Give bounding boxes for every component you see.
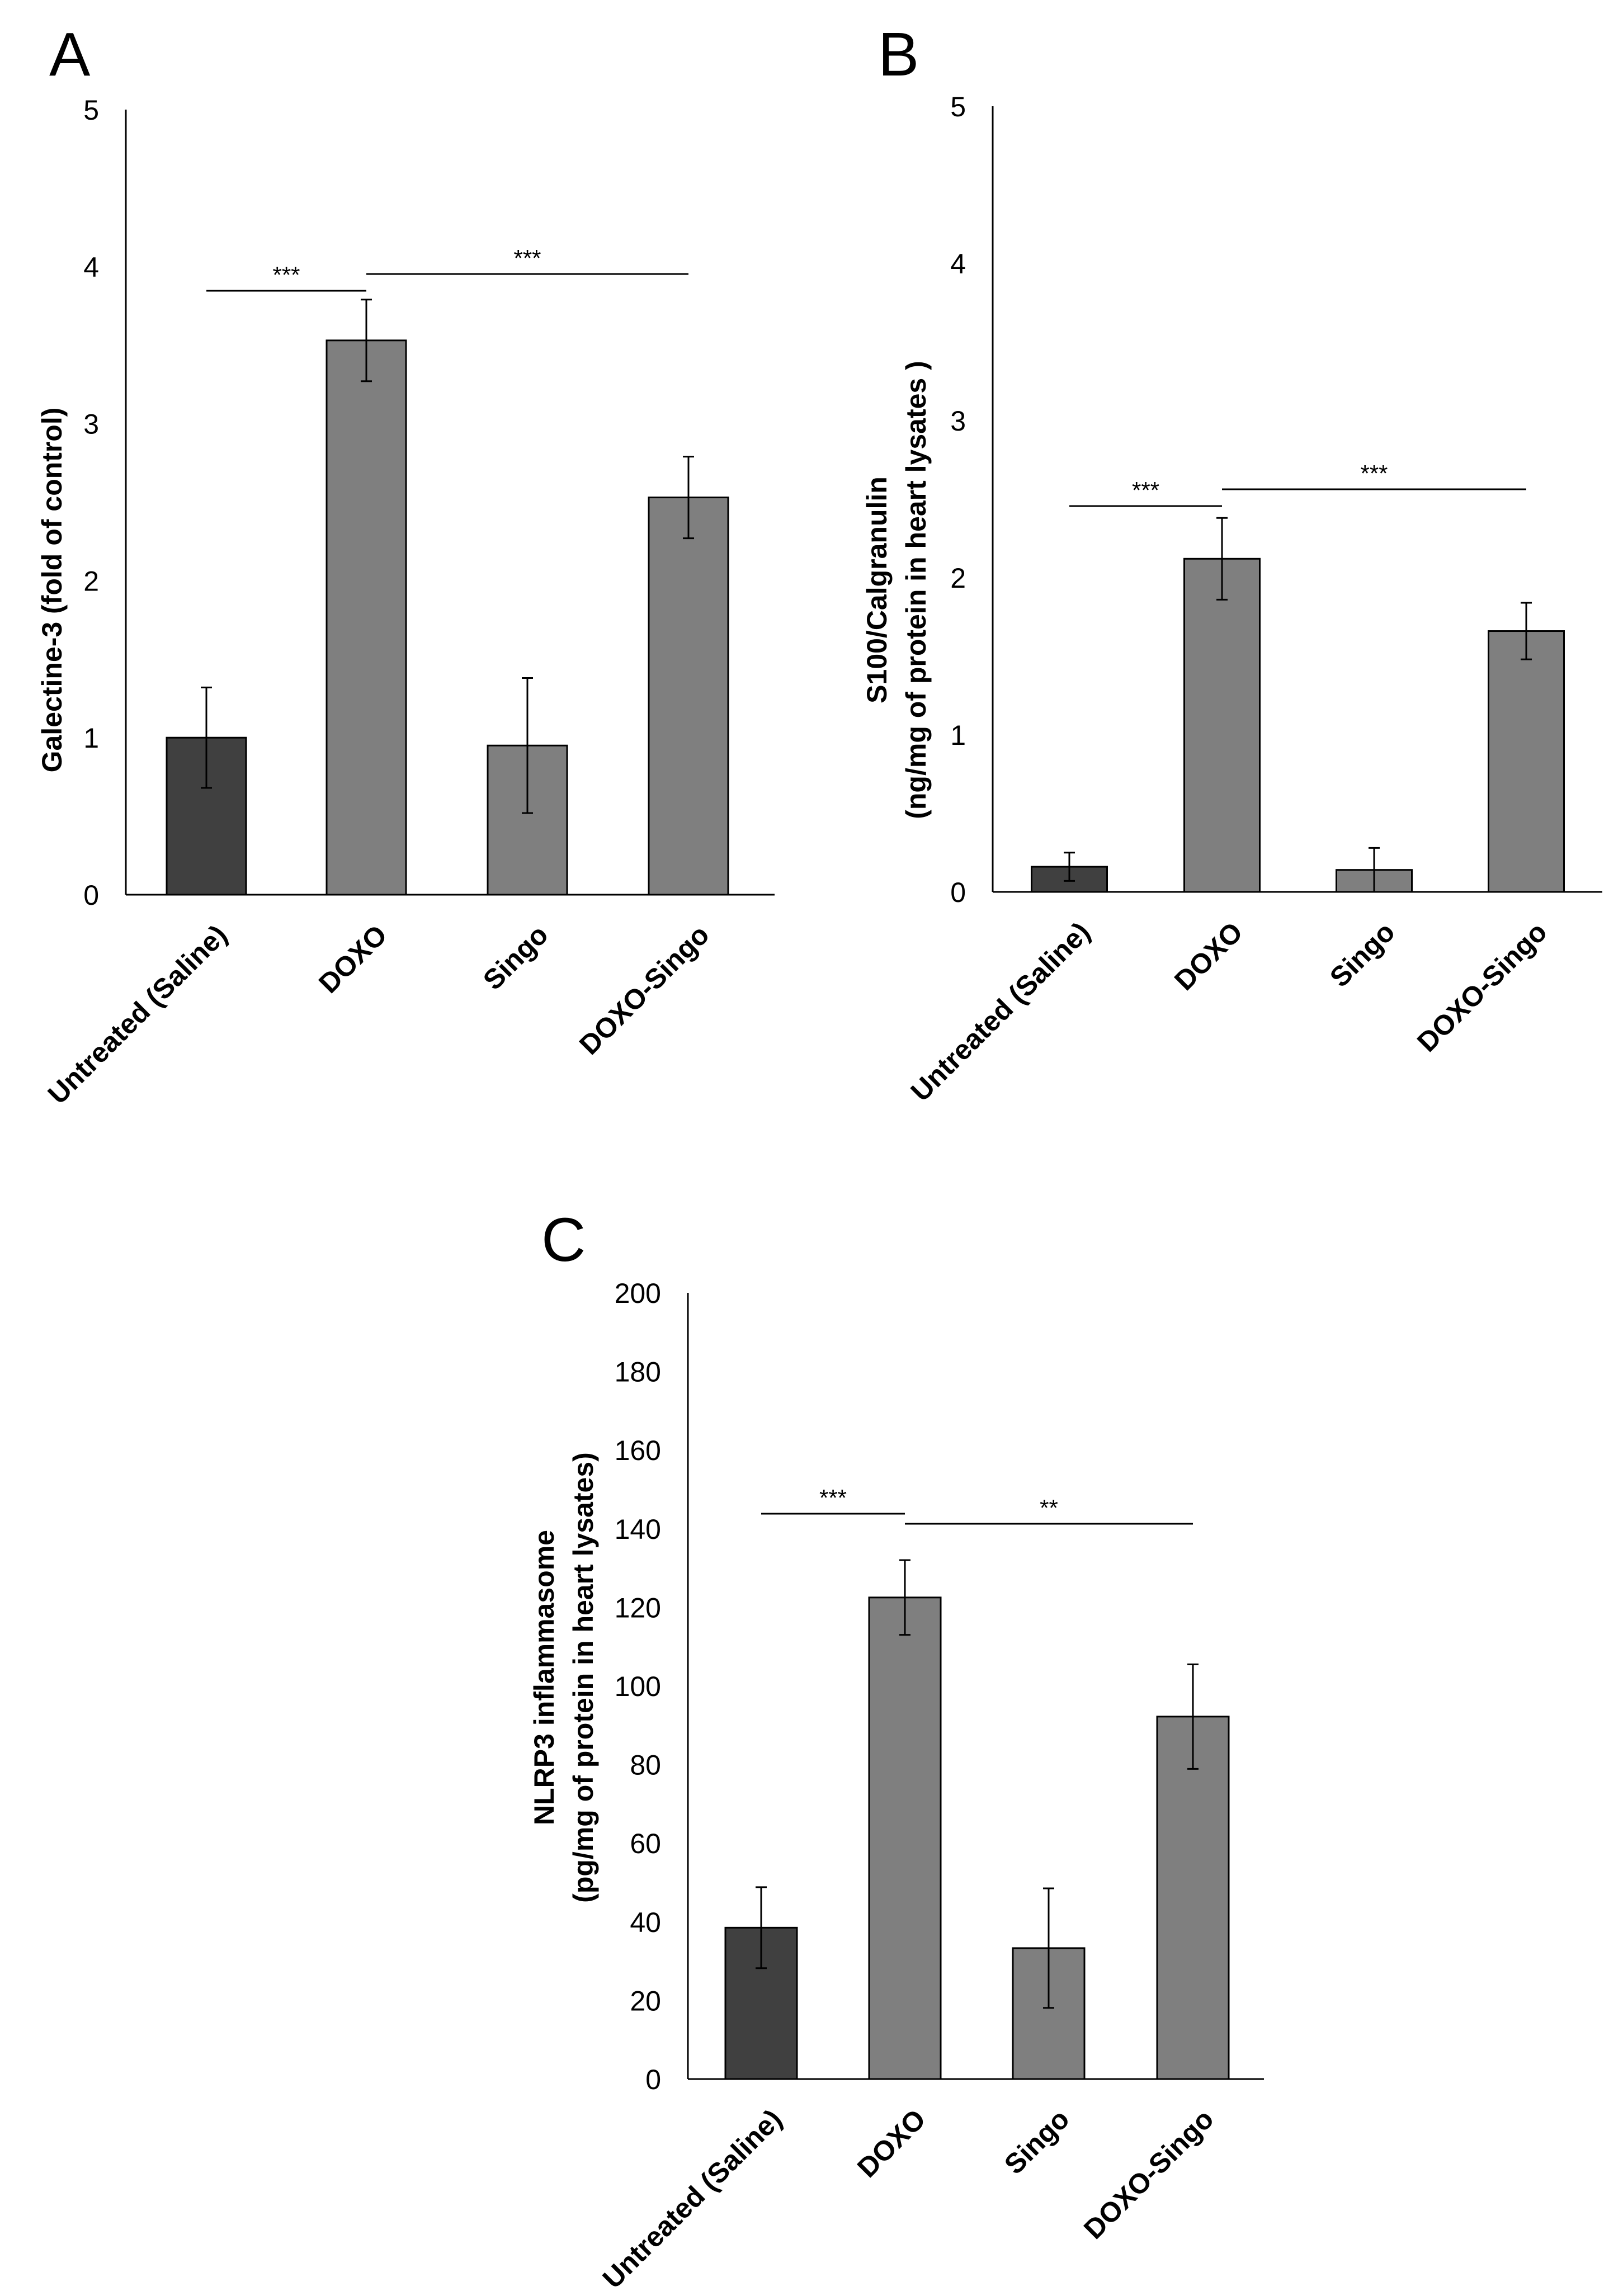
panel-b-letter: B — [878, 20, 919, 89]
panel-b-y-tick-label: 2 — [950, 563, 966, 594]
panel-b-significance-label: *** — [1360, 460, 1388, 486]
panel-c-bar — [1156, 1716, 1230, 2080]
panel-a-y-tick-label: 3 — [83, 409, 99, 440]
panel-c-y-tick-label: 120 — [615, 1592, 661, 1623]
panel-c-y-tick-label: 200 — [615, 1278, 661, 1309]
panel-c-bar — [868, 1596, 942, 2080]
panel-a-y-axis-label: Galectine-3 (fold of control) — [36, 408, 68, 773]
panel-c-y-tick-label: 60 — [630, 1828, 661, 1859]
panel-c-significance-label: ** — [1040, 1495, 1058, 1521]
panel-b-y-tick-label: 0 — [950, 877, 966, 908]
panel-b-y-label-line-1: S100/Calgranulin — [861, 476, 893, 703]
panel-c-y-axis-label: NLRP3 inflammasome (pg/mg of protein in … — [529, 1452, 599, 1903]
panel-a-letter: A — [49, 20, 91, 89]
panel-a-y-label-line-1: Galectine-3 (fold of control) — [36, 408, 68, 773]
panel-c-y-tick-label: 100 — [615, 1671, 661, 1702]
panel-c-letter: C — [541, 1206, 586, 1274]
panel-b-bar — [1488, 630, 1565, 893]
panel-b-y-tick-label: 1 — [950, 720, 966, 751]
panel-b-y-tick-label: 4 — [950, 248, 966, 280]
panel-c-y-tick-label: 140 — [615, 1514, 661, 1545]
panel-c-y-tick-label: 80 — [630, 1750, 661, 1781]
panel-b-y-tick-label: 5 — [950, 91, 966, 122]
panel-c-y-tick-label: 0 — [645, 2064, 661, 2095]
panel-c-y-tick-label: 40 — [630, 1907, 661, 1938]
panel-c-significance-label: *** — [819, 1485, 847, 1511]
panel-c-y-label-line-1: NLRP3 inflammasome — [529, 1530, 560, 1825]
panel-a-y-tick-label: 1 — [83, 722, 99, 754]
panel-a-y-tick-label: 5 — [83, 95, 99, 126]
panel-b-bar — [1183, 558, 1261, 893]
panel-a-significance-label: *** — [513, 245, 541, 271]
panel-c-y-tick-label: 20 — [630, 1985, 661, 2016]
panel-b-y-axis-label: S100/Calgranulin (ng/mg of protein in he… — [861, 361, 932, 819]
panel-a-y-tick-label: 2 — [83, 565, 99, 597]
panel-c-y-label-line-2: (pg/mg of protein in heart lysates) — [568, 1452, 599, 1903]
panel-b-y-tick-label: 3 — [950, 405, 966, 437]
panel-a-bar — [648, 497, 729, 896]
panel-c-y-tick-label: 160 — [615, 1435, 661, 1466]
panel-c-y-tick-label: 180 — [615, 1357, 661, 1388]
panel-a-significance-label: *** — [272, 262, 300, 288]
panel-a-y-tick-label: 4 — [83, 252, 99, 283]
panel-b-y-label-line-2: (ng/mg of protein in heart lysates ) — [900, 361, 932, 819]
panel-b-significance-label: *** — [1132, 477, 1159, 503]
panel-a-bar — [325, 339, 407, 896]
panel-a-y-tick-label: 0 — [83, 880, 99, 911]
